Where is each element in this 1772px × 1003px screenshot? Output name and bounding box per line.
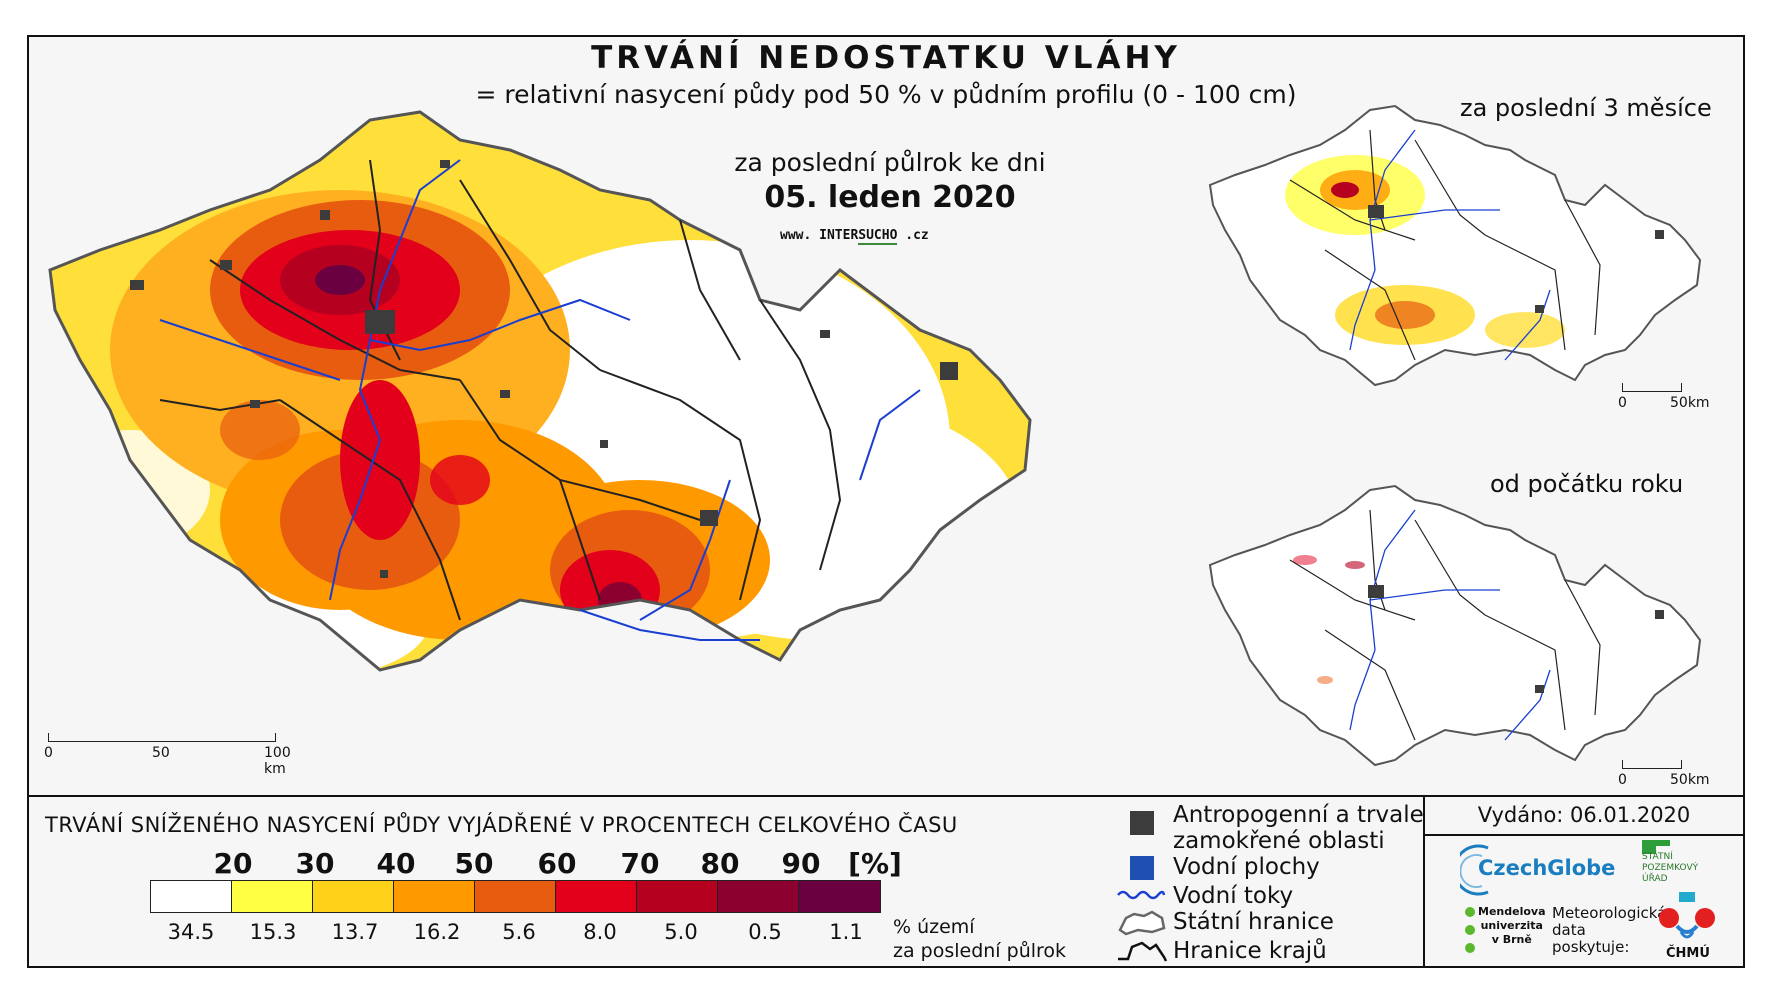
legend-percent: 8.0 [583,920,617,944]
spu-logo-icon [1642,840,1670,854]
legend-unit: [%] [848,847,902,880]
legend-panel [27,795,1745,970]
page-title: TRVÁNÍ NEDOSTATKU VLÁHY [591,40,1181,76]
period-label: za poslední půlrok ke dni [734,148,1046,177]
region-border-icon [1118,941,1168,962]
legend-threshold: 60 [537,847,577,880]
water-body-icon [1130,856,1154,880]
legend-threshold: 90 [781,847,821,880]
issued-date: Vydáno: 06.01.2020 [1477,803,1691,827]
legend-anthropogenic-label: Antropogenní a trvale zamokřené oblasti [1173,802,1424,854]
spu-logo: STÁTNÍ POZEMKOVÝ ÚŘAD [1642,852,1699,884]
state-border-icon [1118,910,1166,936]
legend-divider-horizontal [1423,834,1745,836]
chmu-logo-icon [1659,892,1715,939]
legend-swatch [556,881,637,912]
legend-threshold: 40 [376,847,416,880]
legend-percent: 34.5 [167,920,215,944]
river-icon [1117,890,1166,900]
legend-swatch [394,881,475,912]
czechglobe-logo [1460,844,1489,896]
mendel-university-logo: Mendelova univerzita v Brně [1478,905,1546,946]
chmu-name: ČHMÚ [1666,946,1710,961]
legend-threshold: 50 [454,847,494,880]
legend-threshold: 70 [620,847,660,880]
legend-colorbar [150,880,881,913]
legend-swatch [475,881,556,912]
website-label: www. INTERSUCHO .cz [780,228,929,245]
legend-percent: 5.6 [502,920,536,944]
legend-water-bodies-label: Vodní plochy [1173,854,1320,880]
inset-ytd-label: od počátku roku [1490,470,1684,498]
legend-swatch [313,881,394,912]
legend-percent: 5.0 [664,920,698,944]
inset-map-since-year-start [1208,484,1702,767]
legend-state-border-label: Státní hranice [1173,909,1334,935]
legend-percent: 1.1 [829,920,863,944]
mendel-dots-icon [1465,907,1475,953]
legend-rivers-label: Vodní toky [1173,883,1294,909]
legend-swatch [151,881,232,912]
page-subtitle: = relativní nasycení půdy pod 50 % v půd… [475,80,1297,109]
legend-title: TRVÁNÍ SNÍŽENÉHO NASYCENÍ PŮDY VYJÁDŘENÉ… [45,813,958,837]
legend-regions-label: Hranice krajů [1173,938,1327,964]
inset-3-months-label: za poslední 3 měsíce [1460,94,1712,122]
legend-threshold: 30 [295,847,335,880]
legend-threshold: 20 [213,847,253,880]
legend-swatch [718,881,799,912]
percent-note: % území za poslední půlrok [893,916,1067,962]
czechglobe-name: CzechGlobe [1478,856,1616,880]
legend-swatch [232,881,313,912]
inset-map-3-months [1208,104,1702,387]
data-provider-label: Meteorologická data poskytuje: [1552,904,1667,956]
legend-swatch [799,881,880,912]
legend-percent: 13.7 [331,920,379,944]
map-date: 05. leden 2020 [764,180,1016,215]
legend-swatch [637,881,718,912]
legend-threshold: 80 [700,847,740,880]
anthropogenic-area-icon [1130,811,1154,835]
legend-percent: 15.3 [249,920,297,944]
main-drought-map [48,110,1032,672]
legend-percent: 0.5 [748,920,782,944]
legend-divider [1423,795,1425,968]
legend-percent: 16.2 [413,920,461,944]
